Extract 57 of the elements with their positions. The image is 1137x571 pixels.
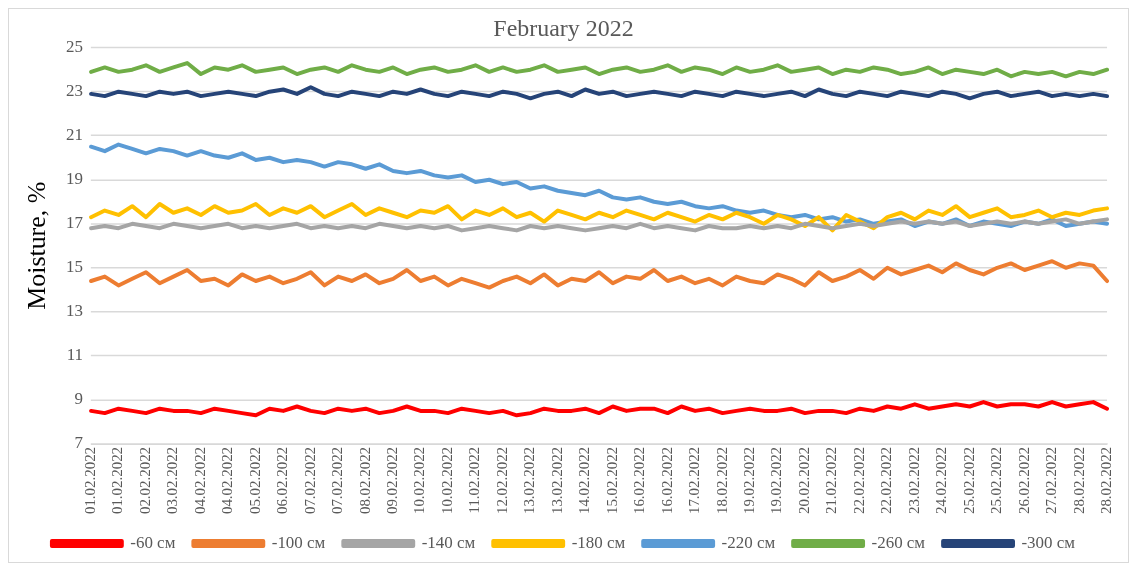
x-tick-label: 01.02.2022 — [81, 446, 98, 515]
x-tick-label: 25.02.2022 — [960, 446, 977, 515]
x-tick-label: 28.02.2022 — [1097, 446, 1114, 515]
x-tick-label: 14.02.2022 — [576, 446, 593, 515]
legend-label: -60 см — [130, 533, 176, 553]
y-tick-label: 7 — [74, 433, 84, 453]
x-tick-label: 04.02.2022 — [219, 446, 236, 515]
x-tick-label: 09.02.2022 — [384, 446, 401, 515]
x-tick-label: 28.02.2022 — [1070, 446, 1087, 515]
legend-label: -140 см — [421, 533, 476, 553]
x-tick-label: 21.02.2022 — [823, 446, 840, 515]
legend-label: -180 см — [571, 533, 626, 553]
x-tick-label: 05.02.2022 — [246, 446, 263, 515]
x-tick-label: 16.02.2022 — [658, 446, 675, 515]
x-tick-label: 13.02.2022 — [521, 446, 538, 515]
x-tick-label: 01.02.2022 — [109, 446, 126, 515]
y-tick-label: 17 — [66, 213, 84, 233]
legend-label: -220 см — [721, 533, 776, 553]
y-tick-label: 9 — [74, 389, 84, 409]
x-tick-label: 02.02.2022 — [136, 446, 153, 515]
y-tick-label: 21 — [66, 125, 84, 145]
x-tick-label: 15.02.2022 — [603, 446, 620, 515]
x-tick-label: 10.02.2022 — [438, 446, 455, 515]
x-tick-label: 19.02.2022 — [768, 446, 785, 515]
x-tick-label: 18.02.2022 — [713, 446, 730, 515]
x-tick-label: 04.02.2022 — [191, 446, 208, 515]
x-tick-label: 07.02.2022 — [301, 446, 318, 515]
x-tick-label: 25.02.2022 — [988, 446, 1005, 515]
y-tick-label: 13 — [66, 301, 84, 321]
legend-label: -260 см — [871, 533, 926, 553]
y-tick-label: 11 — [66, 345, 84, 365]
x-tick-label: 13.02.2022 — [548, 446, 565, 515]
legend-label: -100 см — [271, 533, 326, 553]
x-tick-label: 22.02.2022 — [878, 446, 895, 515]
x-tick-label: 11.02.2022 — [466, 446, 483, 514]
x-tick-label: 26.02.2022 — [1015, 446, 1032, 515]
y-tick-label: 25 — [66, 37, 84, 57]
y-tick-label: 19 — [66, 169, 84, 189]
x-tick-label: 03.02.2022 — [164, 446, 181, 515]
x-tick-label: 12.02.2022 — [493, 446, 510, 515]
y-tick-label: 15 — [66, 257, 84, 277]
x-tick-label: 17.02.2022 — [686, 446, 703, 515]
legend-label: -300 см — [1021, 533, 1076, 553]
x-tick-label: 22.02.2022 — [850, 446, 867, 515]
x-tick-label: 06.02.2022 — [274, 446, 291, 515]
x-tick-label: 24.02.2022 — [933, 446, 950, 515]
x-tick-label: 16.02.2022 — [631, 446, 648, 515]
x-tick-label: 19.02.2022 — [740, 446, 757, 515]
x-tick-label: 27.02.2022 — [1043, 446, 1060, 515]
y-tick-label: 23 — [66, 81, 84, 101]
x-tick-label: 23.02.2022 — [905, 446, 922, 515]
y-axis-title: Moisture, % — [22, 181, 52, 310]
x-tick-label: 20.02.2022 — [795, 446, 812, 515]
x-tick-label: 07.02.2022 — [329, 446, 346, 515]
x-tick-label: 08.02.2022 — [356, 446, 373, 515]
x-tick-label: 10.02.2022 — [411, 446, 428, 515]
chart-title: February 2022 — [493, 14, 634, 41]
